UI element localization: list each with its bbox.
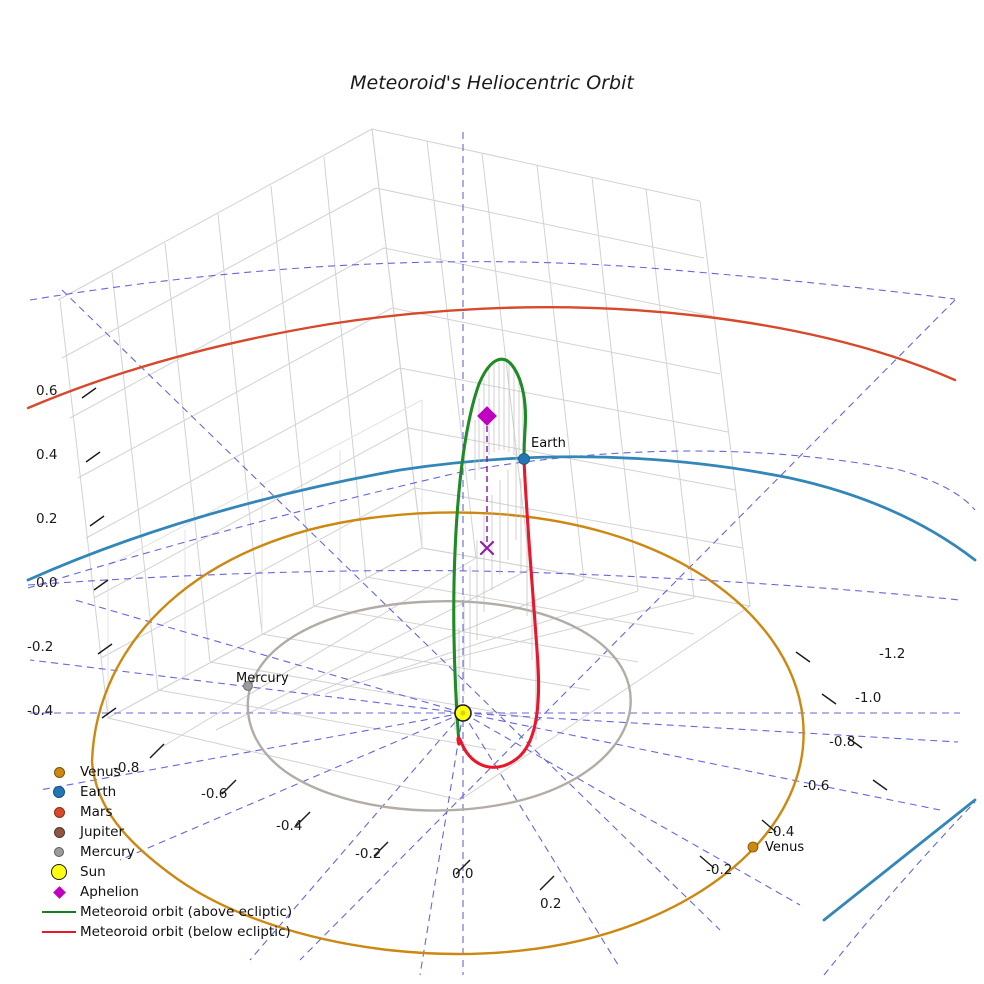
y-tick-0: 0.6 — [36, 383, 58, 399]
meteoroid-orbit-above-ecliptic — [452, 357, 528, 746]
venus-label: Venus — [765, 840, 805, 855]
sun-dot-icon — [38, 864, 80, 880]
venus-marker — [747, 841, 759, 853]
z-tick-1: -1.0 — [855, 690, 882, 706]
mars-dot-icon — [38, 806, 80, 818]
x-tick-4: 0.0 — [452, 866, 474, 882]
legend: Venus Earth Mars Jupiter Mercury — [38, 762, 292, 942]
legend-label-aphelion: Aphelion — [80, 884, 139, 900]
legend-label-orbit-above: Meteoroid orbit (above ecliptic) — [80, 904, 293, 920]
y-tick-4: -0.2 — [27, 639, 54, 655]
legend-item-earth[interactable]: Earth — [38, 782, 288, 802]
y-tick-3: 0.0 — [36, 575, 58, 591]
legend-label-mercury: Mercury — [80, 844, 135, 860]
venus-dot-icon — [38, 766, 80, 778]
z-tick-5: -0.2 — [706, 862, 733, 878]
legend-item-mercury[interactable]: Mercury — [38, 842, 288, 862]
legend-item-aphelion[interactable]: Aphelion — [38, 882, 288, 902]
y-tick-1: 0.4 — [36, 447, 58, 463]
z-tick-3: -0.6 — [803, 778, 830, 794]
grid-pane-floor — [106, 547, 752, 801]
y-tick-5: -0.4 — [27, 703, 54, 719]
legend-item-sun[interactable]: Sun — [38, 862, 288, 882]
legend-label-mars: Mars — [80, 804, 113, 820]
legend-label-earth: Earth — [80, 784, 117, 800]
page-title: Meteoroid's Heliocentric Orbit — [350, 72, 634, 94]
orbit-venus — [90, 511, 805, 956]
axis-ticks — [81, 387, 888, 891]
green-line-icon — [38, 910, 80, 914]
earth-label: Earth — [531, 436, 566, 451]
grid-pane-left — [57, 128, 423, 719]
x-tick-0: -0.8 — [113, 760, 140, 776]
sun-marker — [454, 704, 472, 722]
x-tick-5: 0.2 — [540, 896, 562, 912]
orbit-mercury — [246, 600, 632, 812]
mercury-label: Mercury — [236, 671, 289, 686]
legend-item-mars[interactable]: Mars — [38, 802, 288, 822]
legend-label-orbit-below: Meteoroid orbit (below ecliptic) — [80, 924, 291, 940]
z-tick-0: -1.2 — [879, 646, 906, 662]
x-tick-3: -0.2 — [355, 846, 382, 862]
orbit-drop-lines — [454, 360, 537, 740]
jupiter-dot-icon — [38, 826, 80, 838]
mercury-dot-icon — [38, 847, 80, 857]
legend-item-jupiter[interactable]: Jupiter — [38, 822, 288, 842]
aphelion-projection-x-marker — [479, 540, 495, 556]
mercury-marker — [243, 681, 253, 691]
legend-item-venus[interactable]: Venus — [38, 762, 288, 782]
legend-label-sun: Sun — [80, 864, 106, 880]
legend-label-jupiter: Jupiter — [80, 824, 125, 840]
legend-item-orbit-above[interactable]: Meteoroid orbit (above ecliptic) — [38, 902, 292, 922]
legend-label-venus: Venus — [80, 764, 121, 780]
grid-inner-edges — [107, 399, 423, 718]
x-tick-2: -0.4 — [276, 818, 303, 834]
earth-marker — [518, 453, 530, 465]
aphelion-marker — [477, 406, 497, 426]
red-line-icon — [38, 930, 80, 934]
y-tick-2: 0.2 — [36, 511, 58, 527]
meteoroid-orbit-below-ecliptic — [456, 457, 541, 769]
x-tick-1: -0.6 — [201, 786, 228, 802]
earth-dot-icon — [38, 786, 80, 798]
z-tick-2: -0.8 — [829, 734, 856, 750]
orbit-mars — [26, 306, 957, 410]
orbit-earth — [26, 455, 977, 922]
legend-item-orbit-below[interactable]: Meteoroid orbit (below ecliptic) — [38, 922, 291, 942]
z-tick-4: -0.4 — [768, 824, 795, 840]
grid-pane-right — [371, 128, 751, 607]
aphelion-diamond-icon — [38, 885, 80, 899]
